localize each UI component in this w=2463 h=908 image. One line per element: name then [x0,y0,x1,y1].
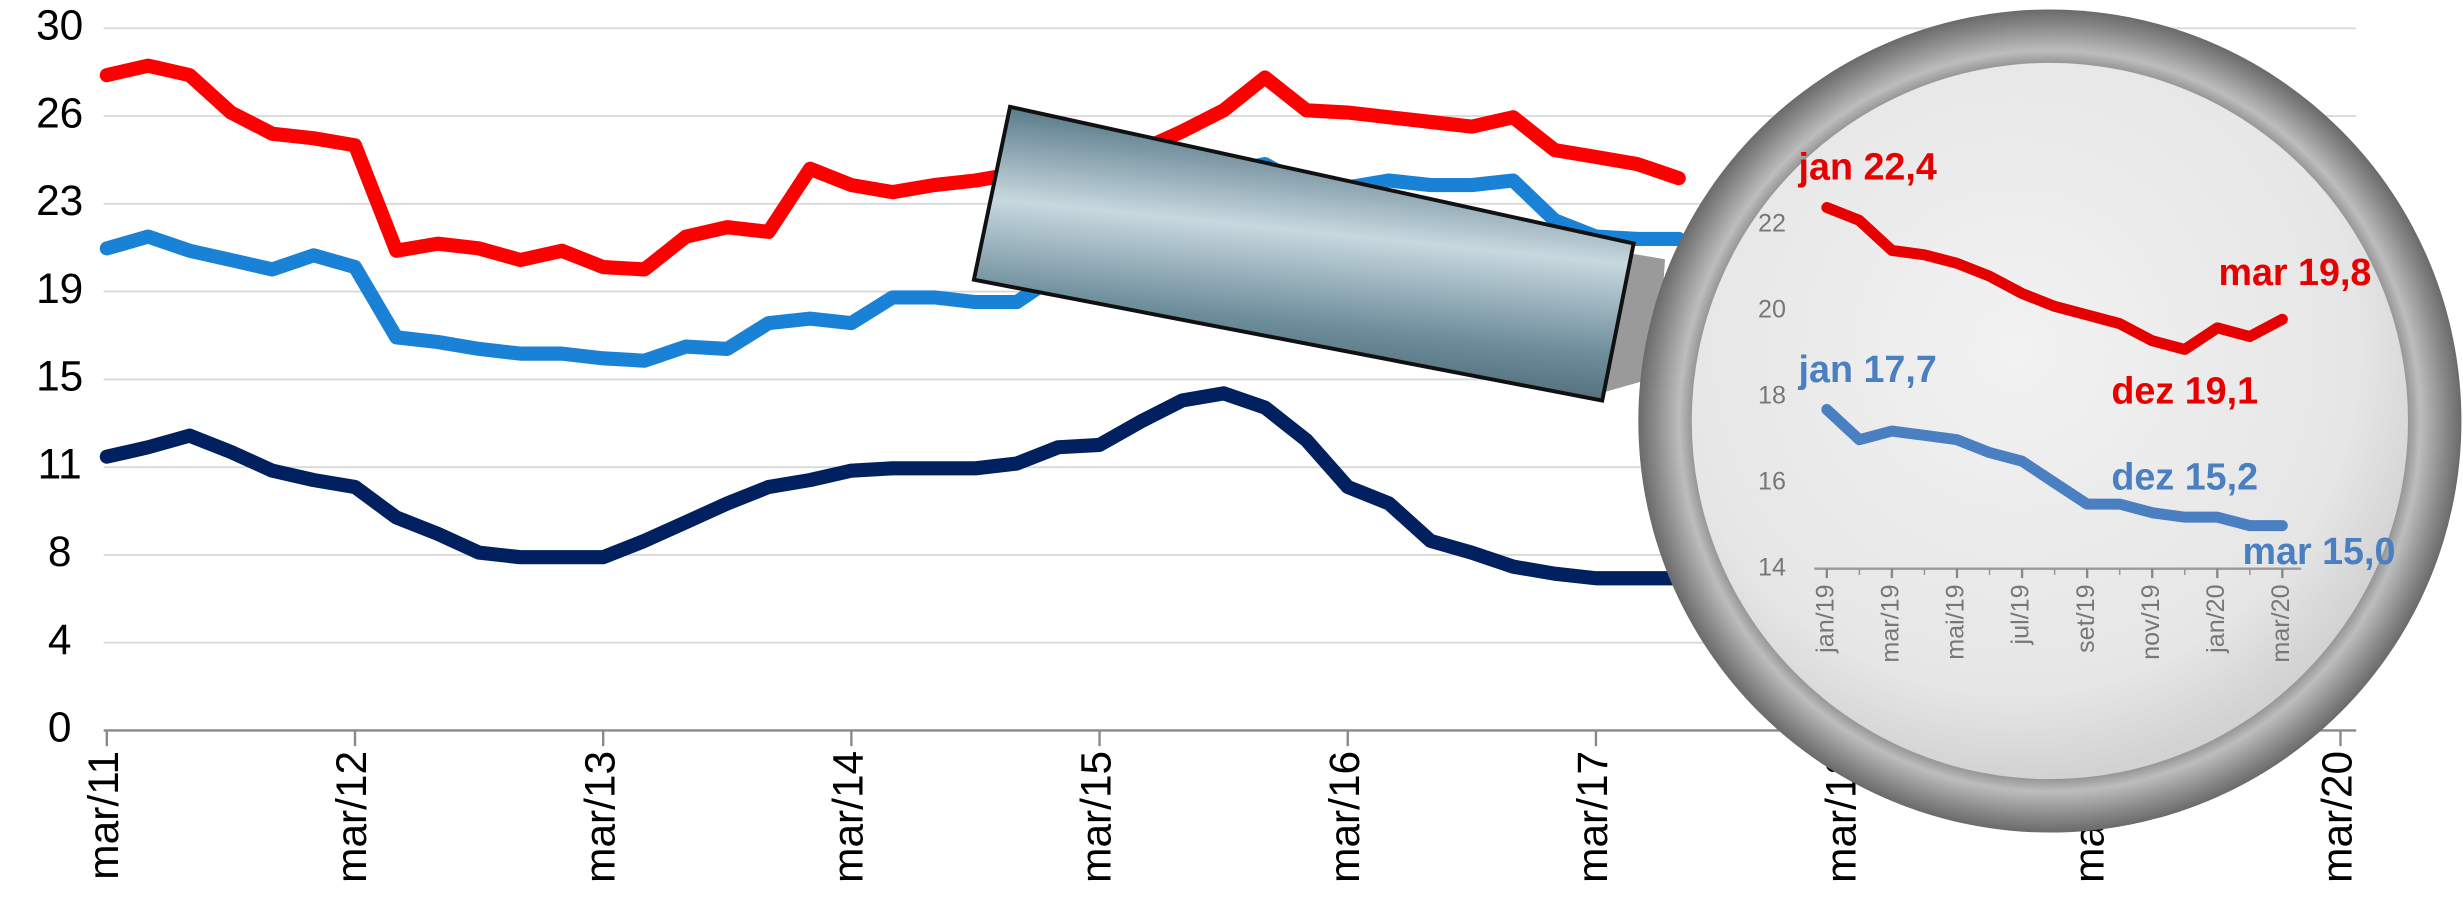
y-tick-label: 30 [36,2,83,49]
x-tick-label: mar/12 [328,751,375,883]
series-line [99,58,1686,277]
value-label: dez 15,2 [2111,455,2258,497]
y-tick-label: 15 [36,353,83,400]
x-tick-label: mar/20 [2314,751,2361,883]
y-tick-label: 20 [1758,295,1786,323]
y-tick-label: 16 [1758,467,1786,495]
inset-chart: 14 16 18 20 22 jan/19 mar/19 mai/19 jul/19 set/19… [1758,146,2395,663]
y-tick-label: 23 [36,177,83,224]
x-tick-label: mai/19 [1942,584,1970,659]
y-tick-label: 0 [48,704,72,751]
value-label: jan 17,7 [1798,348,1937,390]
magnifier-lens [1691,62,2409,780]
x-tick-label: jan/19 [1811,584,1839,653]
series-line [1821,202,2288,355]
x-tick-label: jul/19 [2007,584,2035,645]
x-tick-label: mar/17 [1569,751,1616,883]
y-tick-label: 22 [1758,209,1786,237]
value-label: mar 19,8 [2218,251,2371,293]
y-tick-label: 18 [1758,381,1786,409]
value-label: jan 22,4 [1798,146,1937,188]
x-tick-label: mar/16 [1321,751,1368,883]
y-tick-label: 26 [36,89,83,136]
x-tick-label: nov/19 [2137,584,2165,659]
x-tick-label: mar/15 [1073,751,1120,883]
y-tick-label: 19 [36,265,83,312]
x-tick-label: mar/19 [1877,584,1905,662]
y-tick-label: 8 [48,528,72,575]
handle-tube [971,104,1636,403]
y-tick-label: 14 [1758,553,1786,581]
x-tick-label: mar/20 [2267,584,2295,662]
value-label: mar 15,0 [2242,530,2395,572]
x-tick-label: set/19 [2072,584,2100,652]
y-tick-label: 11 [38,440,82,487]
x-tick-label: mar/14 [825,751,872,883]
value-label: dez 19,1 [2111,369,2258,411]
x-tick-label: jan/20 [2202,584,2230,653]
series-line [99,156,1686,368]
y-tick-label: 4 [48,616,72,663]
series-line [1821,404,2288,532]
series-line [99,386,1686,586]
x-tick-label: mar/13 [576,751,623,883]
x-tick-label: mar/11 [80,751,127,880]
magnifier-handle [971,104,1666,403]
